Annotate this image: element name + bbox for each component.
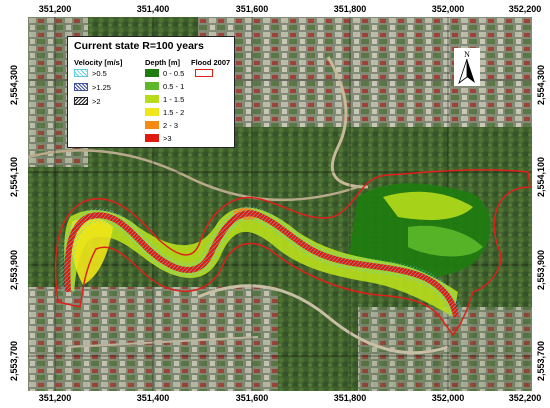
depth-swatch <box>145 82 159 90</box>
y-tick-left: 2,554,100 <box>9 156 19 198</box>
north-label: N <box>464 50 470 59</box>
depth-swatch <box>145 108 159 116</box>
depth-swatch <box>145 134 159 142</box>
velocity-label: >0.5 <box>92 69 107 78</box>
velocity-label: >2 <box>92 97 101 106</box>
y-tick-right: 2,553,700 <box>536 340 546 382</box>
velocity-label: >1.25 <box>92 83 111 92</box>
y-tick-left: 2,554,300 <box>9 64 19 106</box>
x-tick-bottom: 352,000 <box>431 393 465 403</box>
depth-label: 2 - 3 <box>163 121 179 130</box>
flood-2007-outline <box>54 169 531 337</box>
x-tick-bottom: 352,200 <box>508 393 542 403</box>
y-tick-right: 2,553,900 <box>536 249 546 291</box>
x-tick-top: 351,400 <box>136 4 170 14</box>
velocity-swatch-light <box>74 69 88 77</box>
north-arrow-icon: N <box>458 50 475 85</box>
velocity-header: Velocity [m/s] <box>74 58 123 67</box>
x-tick-bottom: 351,200 <box>38 393 72 403</box>
depth-label: 1.5 - 2 <box>163 108 185 117</box>
flood-2007-swatch <box>195 69 213 77</box>
x-tick-bottom: 351,400 <box>136 393 170 403</box>
flood-header: Flood 2007 <box>191 58 231 67</box>
urban-area-north <box>198 17 532 127</box>
x-tick-bottom: 351,600 <box>235 393 269 403</box>
depth-swatch <box>145 95 159 103</box>
velocity-swatch-dense <box>74 97 88 105</box>
x-tick-top: 352,200 <box>508 4 542 14</box>
legend: Current state R=100 years Velocity [m/s]… <box>67 36 235 148</box>
depth-label: >3 <box>163 134 172 143</box>
depth-swatch <box>145 69 159 77</box>
y-tick-right: 2,554,100 <box>536 156 546 198</box>
x-tick-top: 351,600 <box>235 4 269 14</box>
depth-label: 0 - 0.5 <box>163 69 185 78</box>
legend-title: Current state R=100 years <box>74 40 204 52</box>
depth-header: Depth [m] <box>145 58 180 67</box>
map-image <box>28 17 532 391</box>
north-arrow: N <box>454 48 480 86</box>
x-tick-bottom: 351,800 <box>333 393 367 403</box>
y-tick-left: 2,553,700 <box>9 340 19 382</box>
x-tick-top: 351,800 <box>333 4 367 14</box>
depth-swatch <box>145 121 159 129</box>
depth-area-1.5-2 <box>70 216 113 285</box>
x-tick-top: 351,200 <box>38 4 72 14</box>
depth-label: 1 - 1.5 <box>163 95 185 104</box>
velocity-swatch-cross <box>74 83 88 91</box>
depth-label: 0.5 - 1 <box>163 82 185 91</box>
y-tick-right: 2,554,300 <box>536 64 546 106</box>
y-tick-left: 2,553,900 <box>9 249 19 291</box>
x-tick-top: 352,000 <box>431 4 465 14</box>
